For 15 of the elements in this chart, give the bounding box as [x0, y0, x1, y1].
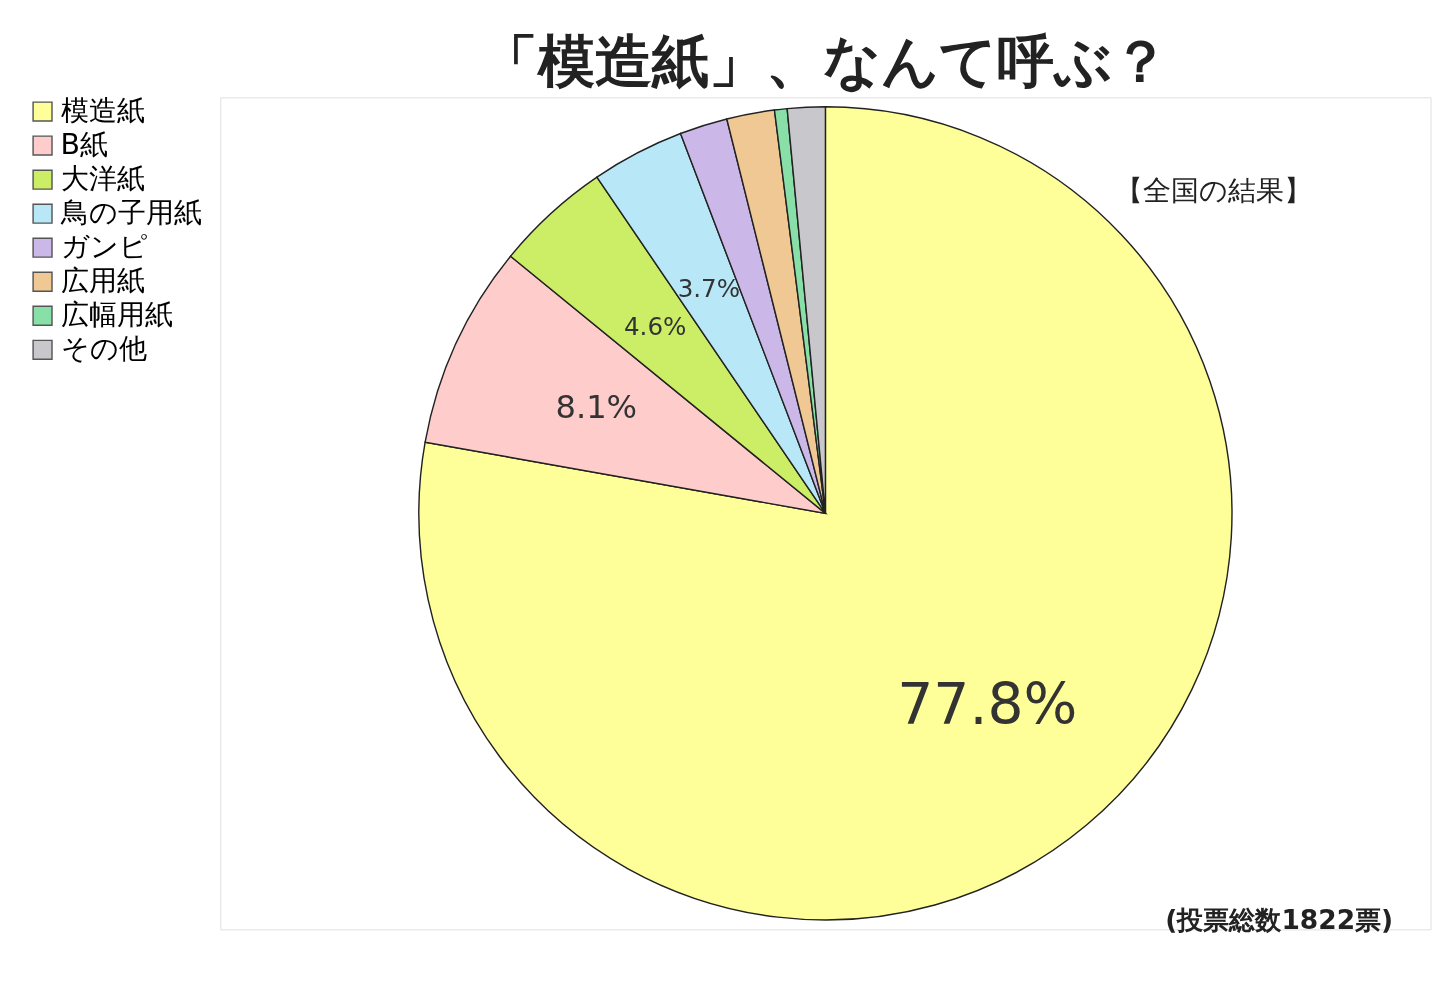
chart-title: 「模造紙」、なんて呼ぶ？	[481, 28, 1170, 95]
legend-label: 広幅用紙	[60, 298, 173, 332]
data-label: 77.8%	[897, 670, 1078, 737]
legend-label: B紙	[60, 128, 108, 162]
data-label: 8.1%	[555, 387, 638, 426]
text: 【全国の結果】	[1114, 174, 1312, 208]
legend-label: 大洋紙	[60, 162, 145, 196]
legend-label: 広用紙	[60, 264, 145, 298]
legend-label: ガンピ	[60, 230, 148, 264]
legend-label: 鳥の子用紙	[59, 196, 202, 230]
data-label: 3.7%	[677, 274, 741, 304]
text: (投票総数1822票)	[1165, 904, 1394, 936]
legend-label: 模造紙	[60, 94, 145, 128]
data-label: 4.6%	[623, 312, 687, 342]
legend-label: その他	[60, 332, 147, 366]
